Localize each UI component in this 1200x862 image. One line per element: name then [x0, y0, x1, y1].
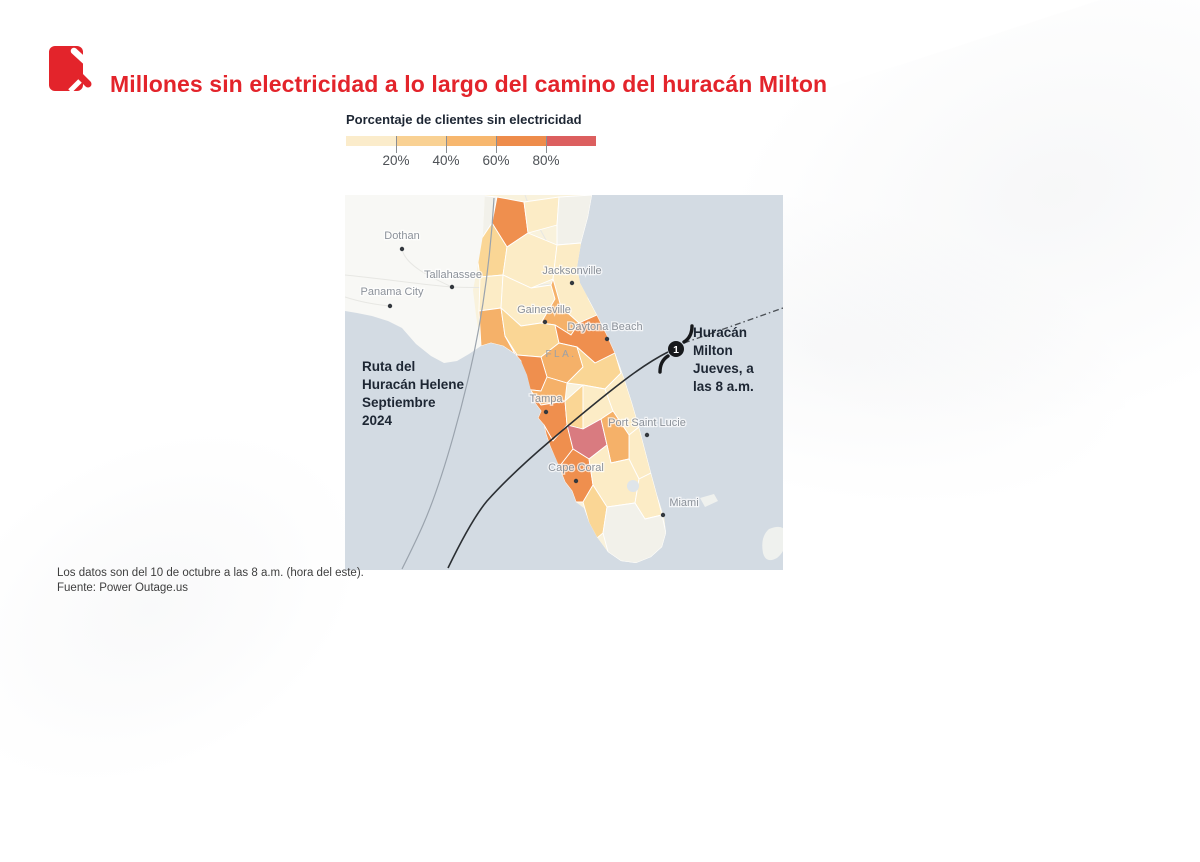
island [700, 494, 718, 507]
city-dot [387, 303, 393, 309]
county [558, 448, 594, 503]
milton-track-line [447, 351, 669, 569]
legend-tick-label: 60% [482, 153, 510, 168]
legend: Porcentaje de clientes sin electricidad … [346, 112, 606, 168]
legend-tick-label: 40% [432, 153, 460, 168]
hurricane-arm [658, 354, 670, 374]
legend-segment-2 [396, 136, 446, 146]
city-label: Jacksonville [542, 265, 601, 277]
legend-segment-1 [346, 136, 396, 146]
county [602, 502, 666, 563]
city-dot [542, 319, 548, 325]
city-label: Cape Coral [548, 462, 604, 474]
legend-segment-5 [546, 136, 596, 146]
page-title: Millones sin electricidad a lo largo del… [110, 71, 828, 98]
legend-tick [396, 136, 397, 153]
road [401, 248, 453, 288]
city-label: Gainesville [517, 304, 571, 316]
legend-title: Porcentaje de clientes sin electricidad [346, 112, 582, 127]
city-label: Panama City [361, 286, 424, 298]
city-label: Tallahassee [424, 269, 482, 281]
city-dot [660, 512, 666, 518]
brand-logo [49, 46, 92, 93]
source-note: Los datos son del 10 de octubre a las 8 … [57, 566, 364, 596]
city-dot [569, 280, 575, 286]
legend-tick [446, 136, 447, 153]
state-abbr-label: FLA. [545, 349, 576, 360]
hurricane-icon: 1 [658, 324, 694, 374]
hurricane-category-label: 1 [673, 344, 679, 356]
data-note-line: Los datos son del 10 de octubre a las 8 … [57, 567, 364, 579]
helene-track-line [401, 197, 495, 570]
legend-tick [546, 136, 547, 153]
island [762, 526, 783, 561]
city-label: Tampa [529, 393, 563, 405]
legend-tick-label: 80% [532, 153, 560, 168]
lake-okeechobee [627, 480, 639, 492]
hurricane-circle [668, 341, 684, 357]
city-dot [543, 409, 549, 415]
road [345, 296, 393, 307]
legend-tick-label: 20% [382, 153, 410, 168]
city-label: Port Saint Lucie [608, 417, 686, 429]
milton-forecast-dashed-line [683, 307, 783, 344]
city-dot [399, 246, 405, 252]
legend-segment-3 [446, 136, 496, 146]
city-dot [604, 336, 610, 342]
legend-tick [496, 136, 497, 153]
logo-white-slash [70, 47, 90, 66]
logo-square [49, 46, 83, 91]
city-dot [644, 432, 650, 438]
helene-label: Ruta del Huracán Helene Septiembre 2024 [362, 359, 465, 428]
source-line: Fuente: Power Outage.us [57, 581, 189, 594]
florida-outage-map: Dothan Tallahassee Panama City Jacksonville… [345, 195, 783, 570]
logo-red-slash [73, 69, 92, 88]
hurricane-arm [682, 324, 694, 344]
milton-label: Huracán Milton Jueves, a las 8 a.m. [693, 325, 754, 394]
city-label: Dothan [384, 230, 419, 242]
legend-color-bar: 20% 40% 60% 80% [346, 136, 596, 168]
city-label: Daytona Beach [567, 321, 642, 333]
city-label: Miami [669, 497, 698, 509]
city-dot [449, 284, 455, 290]
legend-segment-4 [496, 136, 546, 146]
city-dot [573, 478, 579, 484]
